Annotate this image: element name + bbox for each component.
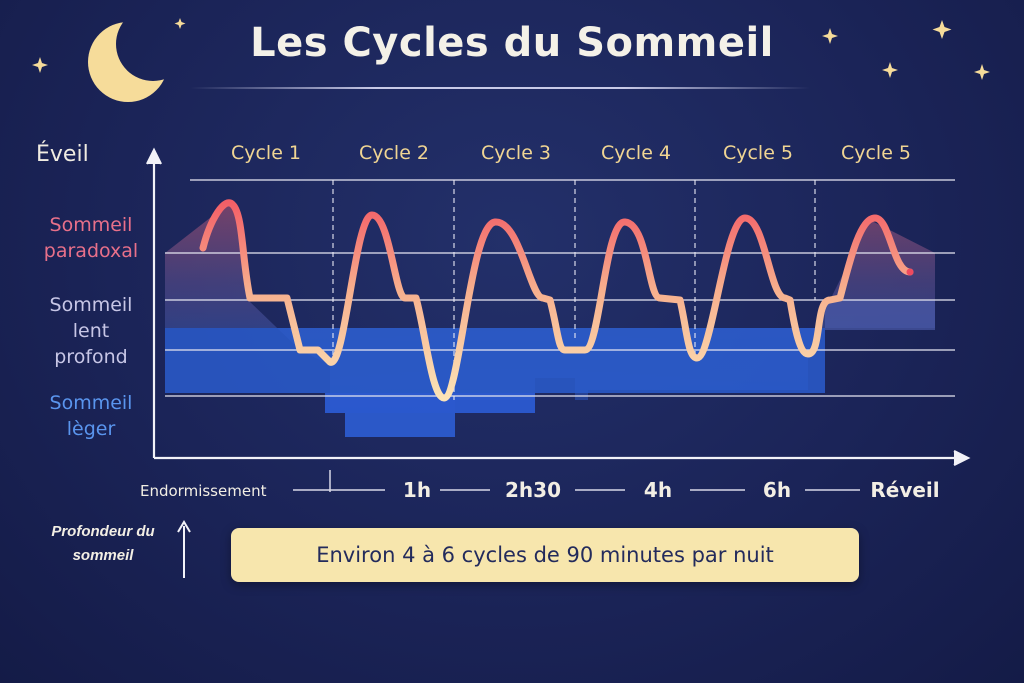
time-axis-guides: [293, 470, 860, 492]
moon-icon: [88, 22, 168, 102]
time-label: 2h30: [505, 478, 561, 502]
stage-label-paradoxal: Sommeil paradoxal: [43, 214, 139, 262]
time-label: 1h: [402, 478, 432, 502]
sleep-curve: [199, 199, 914, 402]
depth-label: Profondeur du sommeil: [51, 523, 155, 564]
time-label: Réveil: [870, 478, 940, 502]
cycle-label: Cycle 5: [722, 142, 794, 164]
cycle-label: Cycle 4: [600, 142, 672, 164]
star-icon: [32, 18, 990, 80]
axes: [146, 147, 971, 466]
stage-label-leger: Sommeil lèger: [49, 392, 133, 440]
up-arrow-icon: [177, 520, 191, 578]
info-note-text: Environ 4 à 6 cycles de 90 minutes par n…: [316, 543, 774, 567]
stage-label-lent-profond: Sommeil lent profond: [49, 294, 133, 368]
time-label: 6h: [762, 478, 792, 502]
page-title: Les Cycles du Sommeil: [250, 20, 774, 66]
cycle-label: Cycle 1: [230, 142, 302, 164]
time-label: 4h: [643, 478, 673, 502]
info-note: Environ 4 à 6 cycles de 90 minutes par n…: [231, 528, 859, 582]
current-marker: [906, 268, 914, 276]
cycle-label: Cycle 5: [840, 142, 912, 164]
time-label-start: Endormissement: [140, 482, 267, 500]
axis-label-eveil: Éveil: [36, 142, 89, 167]
title-underline: [190, 87, 810, 89]
cycle-label: Cycle 3: [480, 142, 552, 164]
cycle-label: Cycle 2: [358, 142, 430, 164]
stage-fill-area: [165, 200, 935, 437]
